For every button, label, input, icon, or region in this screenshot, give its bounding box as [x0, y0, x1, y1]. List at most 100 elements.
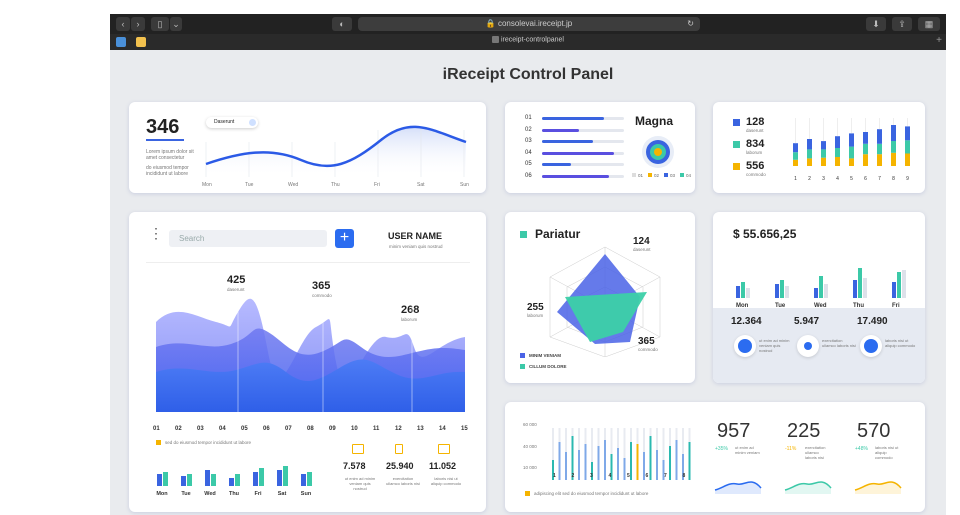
radar-label: daserunt — [633, 247, 651, 252]
period-select[interactable]: Daserunt — [206, 117, 258, 128]
metric-label: daserunt — [746, 128, 764, 133]
laptop-icon — [438, 444, 450, 454]
bar — [181, 476, 186, 486]
stat-percent: -11% — [785, 446, 797, 452]
bar — [253, 472, 258, 486]
bar — [187, 474, 192, 486]
metric-value: 834 — [746, 138, 765, 150]
stat-value: 570 — [857, 420, 891, 442]
row-label: 03 — [525, 138, 532, 144]
bar — [858, 268, 862, 298]
stat-value: 11.052 — [429, 461, 457, 471]
title-swatch — [520, 231, 527, 238]
metric-label: laborum — [746, 150, 763, 155]
row-label: 02 — [525, 126, 532, 133]
x-axis-label: 8 — [892, 176, 895, 182]
stacked-bar — [849, 133, 854, 147]
x-axis-label: Mon — [202, 182, 212, 188]
x-axis-label: Tue — [245, 182, 254, 188]
weekly-bar-chart: Mon Tue Wed Thu Fri Sat Sun — [156, 466, 312, 496]
x-axis-label: 1 — [794, 176, 797, 182]
bar — [780, 280, 784, 298]
bar — [892, 282, 896, 298]
wave-chart — [205, 125, 467, 177]
x-axis-label: 2 — [808, 176, 811, 182]
column — [571, 436, 574, 480]
stat-value: 12.364 — [731, 316, 762, 327]
legend-swatch — [648, 173, 653, 177]
progress-bar — [542, 163, 624, 166]
sidebar-dropdown[interactable]: ⌄ — [170, 17, 182, 31]
row-label: 06 — [525, 172, 532, 179]
x-axis-label: 9 — [906, 176, 909, 182]
row-label: 04 — [525, 149, 532, 156]
peak-label: laborum — [401, 317, 418, 322]
x-axis-label: 13 — [417, 426, 424, 432]
stacked-bar — [863, 132, 868, 144]
summary-text: Lorem ipsum dolor sit amet consectetur — [146, 149, 194, 161]
toggle-knob-icon — [249, 119, 256, 126]
stat-value: 5.947 — [794, 316, 820, 327]
sidebar-button[interactable]: ▯ — [151, 17, 169, 31]
grouped-bar-chart — [736, 268, 906, 298]
row-label: 05 — [525, 161, 532, 167]
sparkline — [784, 481, 832, 494]
favorite-site-icon[interactable] — [136, 37, 146, 47]
progress-fill — [542, 151, 615, 155]
bar — [897, 272, 901, 298]
back-button[interactable]: ‹ — [116, 17, 130, 31]
stat-value: 225 — [787, 420, 821, 442]
x-axis-label: 6 — [645, 473, 649, 479]
active-tab[interactable]: ireceipt-controlpanel — [110, 36, 946, 43]
stacked-bar — [905, 126, 910, 141]
column — [617, 448, 619, 480]
add-button[interactable]: + — [335, 229, 354, 248]
new-tab-button[interactable]: + — [936, 35, 942, 46]
x-axis-label: Fri — [892, 303, 900, 309]
stacked-bar — [807, 139, 812, 150]
bar — [736, 286, 740, 298]
stacked-bar — [821, 157, 826, 166]
stacked-bar — [877, 154, 882, 166]
radar-value: 255 — [527, 302, 544, 313]
column — [565, 452, 567, 480]
x-axis-label: Fri — [374, 182, 380, 188]
favorite-site-icon[interactable] — [116, 37, 126, 47]
x-axis-label: 03 — [197, 426, 204, 432]
wave-line — [205, 125, 467, 168]
row-label: 01 — [525, 115, 532, 121]
x-axis-label: 8 — [682, 473, 686, 479]
share-icon[interactable]: ⇪ — [892, 17, 912, 31]
legend-item: 02 — [648, 173, 659, 178]
download-icon[interactable]: ⬇ — [866, 17, 886, 31]
grid-icon[interactable]: ▦ — [918, 17, 940, 31]
address-bar[interactable]: 🔒 consolevai.ireceipt.jp ↻ — [358, 17, 700, 31]
stat-dot — [804, 342, 812, 350]
progress-bar — [542, 174, 624, 178]
x-axis-label: 5 — [627, 473, 630, 479]
forward-button[interactable]: › — [131, 17, 145, 31]
x-axis-label: Thu — [331, 182, 340, 188]
y-axis-label: 10 000 — [523, 465, 537, 470]
stacked-bar — [891, 141, 896, 153]
more-menu-icon[interactable]: ⋮ — [149, 225, 163, 241]
legend-swatch — [632, 173, 636, 177]
x-axis-label: 4 — [836, 176, 839, 182]
card-title: Pariatur — [535, 227, 581, 241]
legend-swatch — [733, 119, 740, 126]
x-axis-label: Wed — [204, 491, 216, 496]
stat-label: exercitation ullamco laboris nisi — [386, 476, 420, 486]
search-input[interactable]: Search — [169, 230, 327, 247]
stacked-bar — [905, 140, 910, 154]
column — [552, 460, 554, 480]
stat-percent: +48% — [855, 446, 868, 452]
reload-icon[interactable]: ↻ — [687, 19, 694, 28]
x-axis-label: Sun — [460, 182, 469, 188]
privacy-shield-icon[interactable]: ◐ — [332, 17, 352, 31]
x-axis-label: 02 — [175, 426, 182, 432]
bar — [819, 276, 823, 298]
peak-label: daserunt — [227, 287, 245, 292]
column — [558, 442, 561, 480]
stacked-bar — [793, 152, 798, 160]
bar — [259, 468, 264, 486]
